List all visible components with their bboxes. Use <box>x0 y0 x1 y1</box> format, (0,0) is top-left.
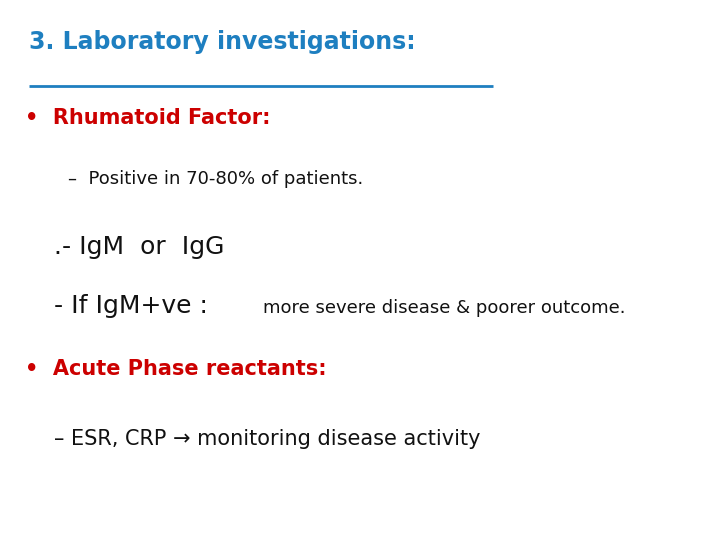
Text: - If IgM+ve :: - If IgM+ve : <box>54 294 216 318</box>
Text: •  Rhumatoid Factor:: • Rhumatoid Factor: <box>25 108 271 128</box>
Text: more severe disease & poorer outcome.: more severe disease & poorer outcome. <box>263 299 626 316</box>
Text: – ESR, CRP → monitoring disease activity: – ESR, CRP → monitoring disease activity <box>54 429 480 449</box>
Text: 3. Laboratory investigations:: 3. Laboratory investigations: <box>29 30 415 53</box>
Text: •  Acute Phase reactants:: • Acute Phase reactants: <box>25 359 327 379</box>
Text: .- IgM  or  IgG: .- IgM or IgG <box>54 235 225 259</box>
Text: –  Positive in 70-80% of patients.: – Positive in 70-80% of patients. <box>68 170 364 188</box>
